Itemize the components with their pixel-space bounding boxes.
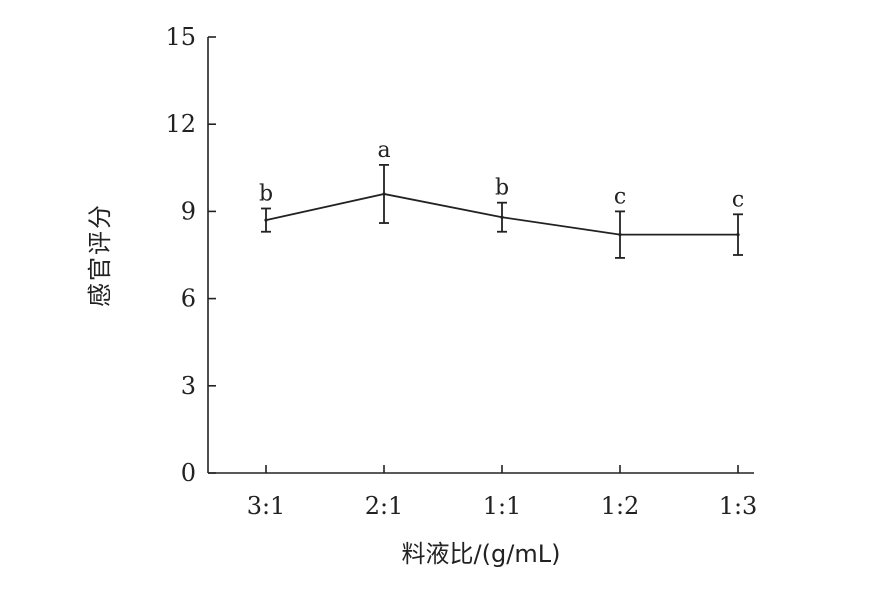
y-ticks: 0 3 6 9 12 15 bbox=[165, 23, 216, 487]
x-tick-label: 1:1 bbox=[483, 492, 522, 520]
y-tick-label: 12 bbox=[165, 110, 196, 138]
y-axis-title: 感官评分 bbox=[86, 203, 114, 307]
x-ticks: 3:1 2:1 1:1 1:2 1:3 bbox=[247, 465, 758, 520]
data-point bbox=[264, 218, 268, 222]
axes bbox=[207, 37, 754, 474]
plot-area: b a b c c bbox=[259, 138, 744, 259]
data-point bbox=[500, 215, 504, 219]
x-axis-title: 料液比/(g/mL) bbox=[402, 540, 561, 568]
significance-label: c bbox=[732, 187, 744, 212]
significance-label: b bbox=[259, 181, 273, 206]
data-point bbox=[736, 233, 740, 237]
data-point bbox=[382, 192, 386, 196]
x-tick-label: 1:3 bbox=[719, 492, 758, 520]
x-tick-label: 2:1 bbox=[365, 492, 404, 520]
data-point bbox=[618, 233, 622, 237]
y-tick-label: 3 bbox=[181, 372, 196, 400]
y-tick-label: 0 bbox=[181, 459, 196, 487]
y-tick-label: 15 bbox=[165, 23, 196, 51]
significance-label: b bbox=[495, 176, 509, 201]
significance-label: a bbox=[377, 138, 390, 163]
x-tick-label: 3:1 bbox=[247, 492, 286, 520]
significance-label: c bbox=[614, 184, 626, 209]
y-tick-label: 9 bbox=[181, 197, 196, 225]
y-tick-label: 6 bbox=[181, 285, 196, 313]
x-tick-label: 1:2 bbox=[601, 492, 640, 520]
